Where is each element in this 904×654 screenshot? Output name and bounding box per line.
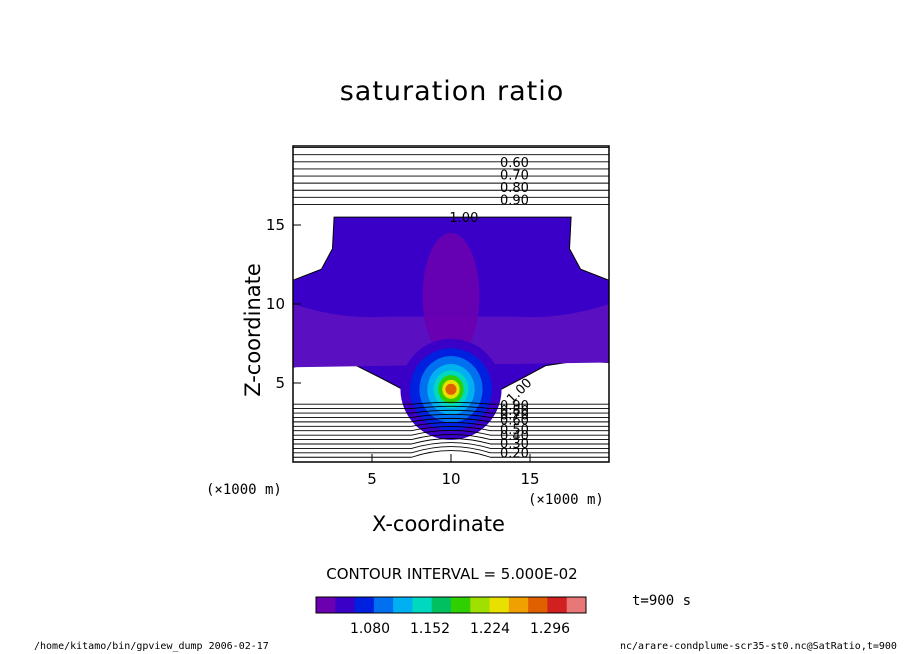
x-axis-label: X-coordinate	[372, 512, 505, 536]
colorbar-swatch	[451, 597, 471, 613]
y-axis-label: Z-coordinate	[240, 263, 265, 397]
footer-left: /home/kitamo/bin/gpview_dump 2006-02-17	[34, 641, 269, 652]
contour-label-lower: 0.30	[500, 437, 529, 452]
contour-line-lower	[293, 442, 609, 449]
y-tick-label: 15	[266, 216, 285, 234]
colorbar-swatch	[431, 597, 452, 613]
contour-label-lower: 0.90	[500, 399, 529, 414]
central-column	[422, 232, 480, 360]
contour-line-lower	[293, 450, 609, 458]
saturation-field	[293, 216, 609, 440]
colorbar-swatch	[373, 597, 394, 613]
x-tick-label: 5	[367, 470, 377, 488]
contour-label-lower: 0.50	[500, 423, 529, 438]
contour-label-saturation: 1.00	[449, 211, 478, 226]
colorbar-swatch	[335, 597, 356, 613]
contour-label-lower: 0.20	[500, 447, 529, 462]
x-tick-label: 15	[520, 470, 539, 488]
colorbar-swatch	[412, 597, 433, 613]
colorbar-swatch	[470, 597, 491, 613]
contour-label-lower: 0.80	[500, 404, 529, 419]
colorbar-swatch	[316, 597, 336, 613]
contour-line-lower	[293, 434, 609, 441]
contour-line-lower	[293, 409, 609, 414]
y-tick-label: 10	[266, 295, 285, 313]
colorbar-tick-label: 1.296	[530, 621, 570, 636]
time-label: t=900 s	[632, 593, 692, 609]
colorbar-swatch	[354, 597, 375, 613]
contour-label-upper: 0.90	[500, 194, 529, 209]
contour-label-upper: 0.70	[500, 168, 529, 183]
contour-line-lower	[293, 401, 609, 405]
colorbar-tick-label: 1.224	[470, 621, 510, 636]
colorbar-tick-label: 1.080	[350, 621, 390, 636]
contour-line-lower	[293, 446, 609, 454]
colorbar-swatch	[508, 597, 529, 613]
colorbar-swatch	[489, 597, 510, 613]
colorbar: 1.080 1.152 1.224 1.296	[315, 596, 587, 636]
contour-label-upper: 0.80	[500, 181, 529, 196]
contour-label-upper: 0.60	[500, 156, 529, 171]
colorbar-swatch	[547, 597, 568, 613]
contour-label-lower: 0.60	[500, 413, 529, 428]
contour-line-lower	[293, 426, 609, 432]
contour-interval: CONTOUR INTERVAL = 5.000E-02	[326, 565, 578, 583]
footer-right: nc/arare-condplume-scr35-st0.nc@SatRatio…	[620, 641, 897, 652]
contour-label-lower: 0.40	[500, 429, 529, 444]
contour-labels: 0.600.700.800.901.001.000.900.800.700.60…	[449, 156, 535, 462]
contour-line-lower	[293, 430, 609, 436]
colorbar-swatch	[528, 597, 548, 613]
contour-line-lower	[293, 417, 609, 423]
axis-ticks: 5 10 15 5 10 15	[266, 216, 540, 488]
colorbar-frame	[315, 596, 587, 614]
x-tick-label: 10	[441, 470, 460, 488]
contour-line-lower	[293, 421, 609, 427]
contour-label-lower: 0.70	[500, 409, 529, 424]
y-unit-label: (×1000 m)	[206, 482, 282, 498]
y-tick-label: 5	[275, 374, 285, 392]
colorbar-swatch	[393, 597, 413, 613]
contour-line-lower	[293, 413, 609, 418]
core-level-7	[445, 383, 457, 395]
contour-line-lower	[293, 438, 609, 445]
contour-line-lower	[293, 405, 609, 410]
x-unit-label: (×1000 m)	[528, 492, 604, 508]
colorbar-tick-label: 1.152	[410, 621, 450, 636]
chart-title: saturation ratio	[339, 76, 565, 107]
contour-lines	[293, 147, 609, 458]
colorbar-swatch	[566, 597, 587, 613]
